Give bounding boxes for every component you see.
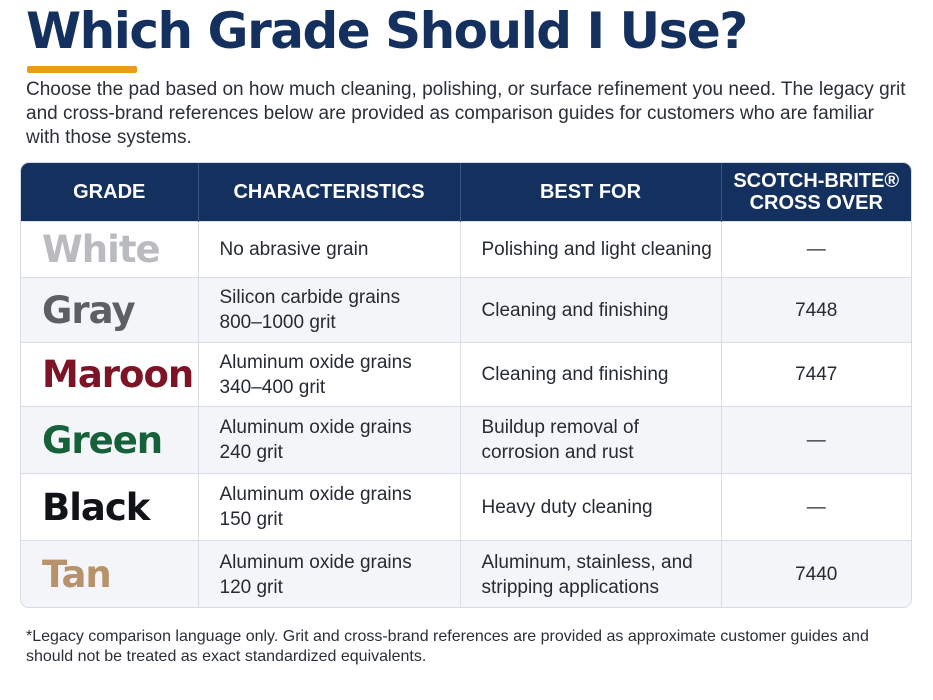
crossover-cell: — [720, 406, 911, 474]
characteristics-cell: No abrasive grain [197, 221, 460, 278]
grade-name: White [21, 221, 198, 278]
grade-name: Green [21, 406, 198, 474]
characteristics-line1: No abrasive grain [219, 239, 369, 260]
characteristics-cell: Silicon carbide grains 800–1000 grit [197, 277, 460, 343]
best-for-cell: Cleaning and finishing [459, 277, 721, 343]
table-row: White No abrasive grain Polishing and li… [21, 221, 911, 278]
characteristics-line2: 120 grit [219, 576, 283, 598]
crossover-cell: — [720, 221, 911, 278]
table-row: Tan Aluminum oxide grains 120 grit Alumin… [21, 540, 911, 607]
crossover-cell: — [720, 473, 911, 541]
header-grade: GRADE [21, 163, 198, 222]
table-row: Maroon Aluminum oxide grains 340–400 grit… [21, 342, 911, 407]
best-for-line1: Buildup removal of [481, 417, 639, 438]
header-crossover-line1: SCOTCH-BRITE® [733, 170, 900, 192]
characteristics-cell: Aluminum oxide grains 240 grit [197, 406, 460, 474]
grade-table-container: GRADE CHARACTERISTICS BEST FOR SCOTCH-BR… [20, 162, 912, 608]
table-row: Black Aluminum oxide grains 150 grit Heav… [21, 473, 911, 541]
characteristics-line2: 800–1000 grit [219, 312, 336, 333]
characteristics-line2: 240 grit [219, 442, 283, 463]
characteristics-cell: Aluminum oxide grains 120 grit [197, 540, 460, 607]
best-for-cell: Aluminum, stainless, and stripping applic… [459, 540, 721, 607]
table-row: Gray Silicon carbide grains 800–1000 grit… [21, 277, 911, 343]
best-for-line1: Aluminum, stainless, and [481, 551, 693, 573]
best-for-cell: Cleaning and finishing [459, 342, 721, 407]
title-accent-underline [27, 66, 137, 73]
best-for-line2: corrosion and rust [481, 442, 634, 463]
grade-name: Gray [21, 277, 198, 343]
best-for-line1: Cleaning and finishing [481, 364, 669, 385]
footnote: *Legacy comparison language only. Grit a… [26, 628, 869, 665]
best-for-line2: stripping applications [481, 576, 659, 598]
best-for-line1: Heavy duty cleaning [481, 496, 653, 518]
characteristics-line2: 150 grit [219, 509, 283, 530]
characteristics-line1: Silicon carbide grains [219, 287, 401, 308]
characteristics-cell: Aluminum oxide grains 340–400 grit [197, 342, 460, 407]
crossover-cell: 7440 [720, 540, 911, 607]
best-for-line1: Cleaning and finishing [481, 299, 669, 321]
header-crossover: SCOTCH-BRITE® CROSS OVER [720, 163, 911, 222]
grade-table: GRADE CHARACTERISTICS BEST FOR SCOTCH-BR… [21, 163, 911, 607]
grade-name: Black [21, 473, 198, 541]
best-for-line1: Polishing and light cleaning [481, 239, 712, 260]
page-title: Which Grade Should I Use? [26, 2, 748, 60]
crossover-cell: 7448 [720, 277, 911, 343]
header-best-for: BEST FOR [459, 163, 721, 222]
table-row: Green Aluminum oxide grains 240 grit Buil… [21, 406, 911, 474]
header-row: GRADE CHARACTERISTICS BEST FOR SCOTCH-BR… [21, 163, 911, 222]
best-for-cell: Heavy duty cleaning [459, 473, 721, 541]
characteristics-cell: Aluminum oxide grains 150 grit [197, 473, 460, 541]
characteristics-line1: Aluminum oxide grains [219, 351, 412, 373]
header-characteristics: CHARACTERISTICS [197, 163, 460, 222]
crossover-cell: 7447 [720, 342, 911, 407]
intro-paragraph: Choose the pad based on how much cleanin… [26, 79, 906, 148]
grade-name: Maroon [21, 342, 198, 407]
characteristics-line1: Aluminum oxide grains [219, 417, 412, 438]
characteristics-line2: 340–400 grit [219, 376, 326, 398]
best-for-cell: Polishing and light cleaning [459, 221, 721, 278]
characteristics-line1: Aluminum oxide grains [219, 551, 412, 573]
best-for-cell: Buildup removal of corrosion and rust [459, 406, 721, 474]
characteristics-line1: Aluminum oxide grains [219, 484, 412, 505]
grade-name: Tan [21, 540, 198, 607]
table-body: White No abrasive grain Polishing and li… [21, 221, 911, 607]
table-header: GRADE CHARACTERISTICS BEST FOR SCOTCH-BR… [21, 163, 911, 222]
header-crossover-line2: CROSS OVER [749, 192, 883, 214]
